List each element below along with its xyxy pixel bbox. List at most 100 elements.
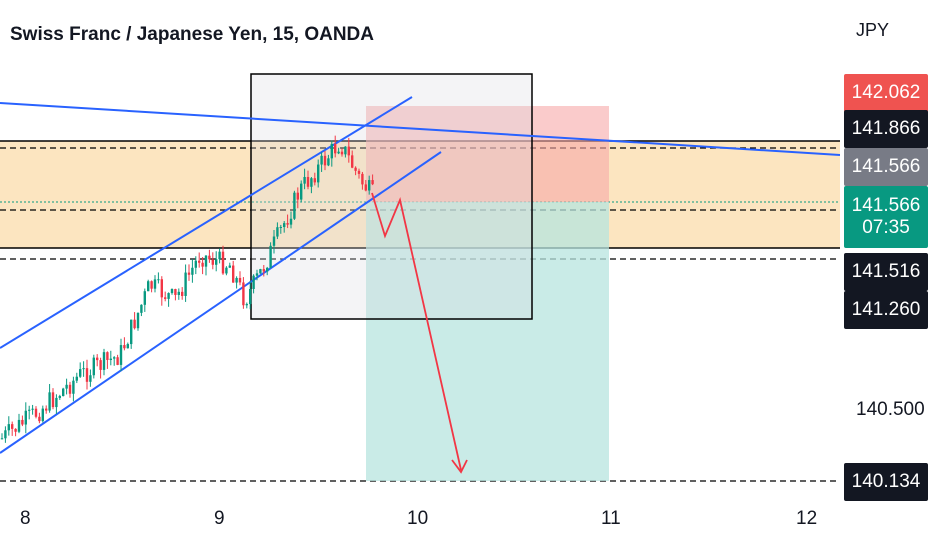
candle-body [306, 176, 310, 187]
candle-body [252, 275, 255, 290]
candle-body [174, 289, 177, 295]
candle-body [99, 360, 102, 370]
candle-body [266, 267, 269, 272]
candle-body [327, 158, 330, 166]
candle-body [106, 352, 109, 361]
candle-body [204, 255, 208, 267]
candle-body [184, 272, 187, 296]
candle-body [45, 408, 48, 411]
candle-body [317, 164, 320, 183]
projection-path[interactable] [371, 192, 462, 471]
candle-body [0, 438, 4, 440]
candle-body [293, 192, 296, 219]
candle-body [92, 357, 95, 376]
entry-price-label: 141.566 [844, 148, 928, 186]
candle-body [194, 260, 197, 268]
consolidation-box[interactable] [250, 73, 533, 320]
candle-body [96, 357, 99, 361]
candle-body [300, 183, 303, 200]
candle-body [201, 262, 204, 267]
candle-body [368, 180, 371, 191]
time-axis-label: 8 [20, 508, 31, 529]
level-price-label: 141.516 [844, 253, 928, 291]
candle-body [177, 291, 180, 295]
candle-body [160, 279, 163, 298]
chart-canvas[interactable] [0, 0, 840, 550]
candle-body [79, 369, 82, 377]
candle-body [272, 236, 276, 246]
channel-upper-line[interactable] [0, 96, 413, 349]
candle-body [340, 151, 344, 155]
price-axis-tick: 140.500 [856, 399, 925, 420]
candle-body [89, 375, 92, 382]
candle-body [62, 388, 65, 397]
candle-body [320, 155, 323, 165]
candle-body [351, 155, 354, 168]
candle-body [221, 251, 225, 274]
candle-body [334, 143, 337, 154]
candle-body [354, 167, 357, 171]
candle-body [181, 291, 184, 296]
candle-body [276, 227, 279, 237]
candle-body [170, 289, 174, 294]
candle-body [279, 227, 282, 229]
candle-body [147, 281, 150, 292]
level-price-label: 141.260 [844, 291, 928, 329]
candle-body [208, 255, 211, 260]
candle-body [313, 178, 316, 183]
candle-body [225, 267, 228, 274]
candle-body [235, 277, 238, 283]
candle-body [58, 396, 61, 398]
candle-body [41, 408, 44, 422]
candle-body [249, 289, 252, 305]
candle-body [31, 408, 34, 410]
candle-body [102, 352, 106, 370]
candle-body [344, 146, 347, 155]
currency-label[interactable]: JPY [856, 20, 890, 40]
candle-body [17, 419, 21, 432]
candle-body [283, 223, 286, 228]
channel-lower-line[interactable] [0, 151, 442, 454]
bar-countdown: 07:35 [862, 217, 910, 238]
trendline-resistance[interactable] [0, 102, 840, 156]
candle-body [357, 170, 361, 174]
candle-body [72, 380, 75, 394]
candle-body [232, 265, 235, 283]
candle-body [51, 392, 55, 408]
candle-body [215, 259, 218, 265]
candle-body [164, 297, 167, 299]
candle-body [150, 281, 153, 289]
candle-body [123, 345, 126, 349]
candle-body [38, 416, 41, 422]
candle-body [218, 251, 221, 260]
candle-body [211, 259, 214, 265]
time-axis-label: 12 [796, 508, 818, 529]
position-target-zone[interactable] [366, 202, 609, 481]
projection-arrow-head [451, 459, 468, 474]
candle-body [7, 424, 10, 431]
candle-body [143, 291, 146, 305]
last-price-badge: 141.566 07:35 [844, 186, 928, 248]
candle-body [119, 345, 123, 365]
chart-title: Swiss Franc / Japanese Yen, 15, OANDA [10, 24, 374, 45]
candle-body [24, 410, 27, 425]
candle-body [157, 279, 160, 281]
time-axis-label: 9 [214, 508, 225, 529]
candle-body [262, 269, 265, 272]
candle-body [65, 384, 68, 389]
target-price-label: 140.134 [844, 463, 928, 501]
candle-body [4, 430, 7, 439]
candle-body [245, 304, 248, 306]
candle-body [133, 319, 136, 329]
level-price-label: 141.866 [844, 110, 928, 148]
candle-body [364, 184, 367, 191]
candle-body [68, 384, 72, 394]
candle-body [361, 173, 364, 185]
candle-body [167, 293, 170, 299]
candle-body [140, 304, 143, 313]
candle-body [238, 277, 242, 283]
candle-body [303, 176, 306, 184]
candle-body [55, 397, 58, 408]
position-stop-zone[interactable] [366, 106, 609, 202]
candle-body [130, 319, 133, 345]
